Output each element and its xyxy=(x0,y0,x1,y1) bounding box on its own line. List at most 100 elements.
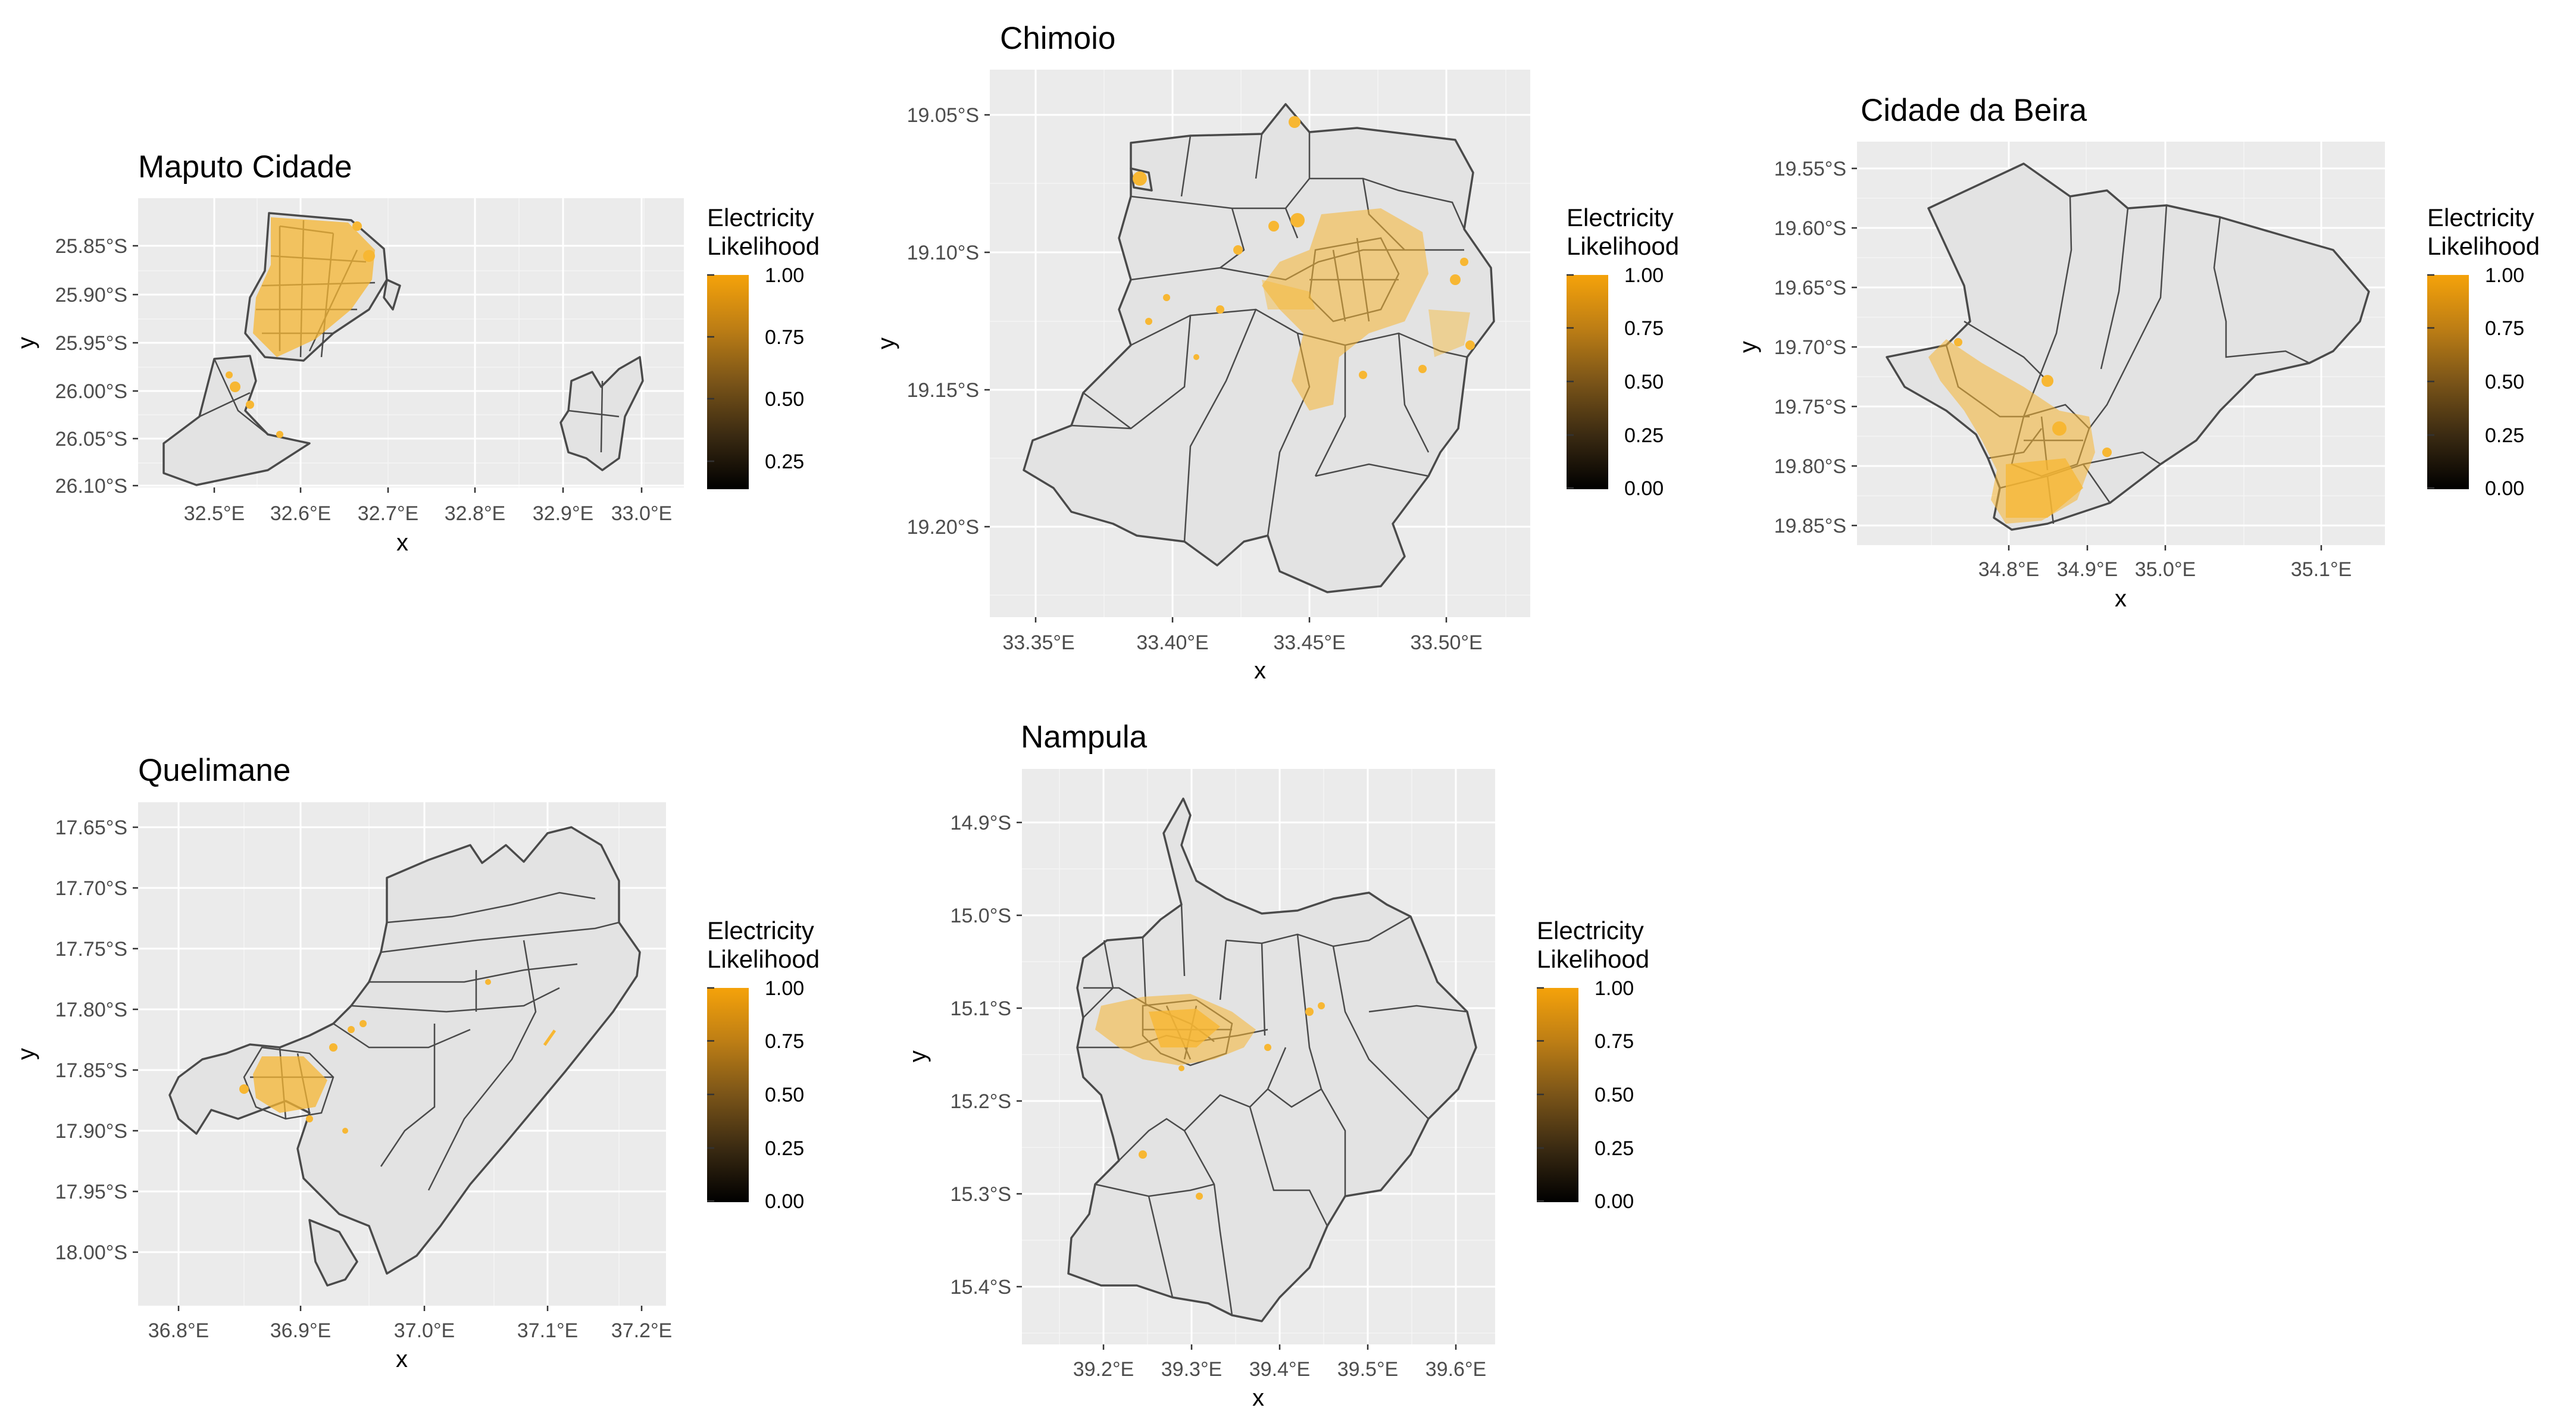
legend: Electricity Likelihood 1.00 0.75 0.50 0.… xyxy=(707,916,820,1213)
y-tick-label: 19.60°S xyxy=(1774,217,1846,240)
x-tick-label: 39.5°E xyxy=(1337,1358,1398,1381)
y-tick-label: 26.10°S xyxy=(55,475,127,498)
x-tick-label: 37.2°E xyxy=(611,1319,672,1342)
legend-label: 0.75 xyxy=(1624,317,1664,340)
electricity-points xyxy=(1095,994,1325,1200)
legend-title-line2: Likelihood xyxy=(1567,232,1679,260)
x-axis-title: x xyxy=(1254,658,1266,684)
y-tick-label: 19.10°S xyxy=(907,242,979,264)
y-tick-label: 19.85°S xyxy=(1774,515,1846,537)
y-tick-label: 14.9°S xyxy=(951,812,1011,834)
x-tick-label: 35.0°E xyxy=(2135,558,2196,581)
y-tick-label: 15.2°S xyxy=(951,1090,1011,1113)
legend-title-line1: Electricity xyxy=(1537,916,1644,944)
y-axis-title: y xyxy=(873,337,899,349)
x-tick-label: 39.2°E xyxy=(1073,1358,1134,1381)
x-axis-title: x xyxy=(396,530,408,556)
legend-label: 1.00 xyxy=(1624,264,1664,287)
electricity-points xyxy=(226,217,375,438)
x-tick-label: 37.1°E xyxy=(517,1319,578,1342)
y-axis-title: y xyxy=(13,337,39,349)
y-axis-title: y xyxy=(905,1050,931,1062)
legend-title-line1: Electricity xyxy=(2427,204,2534,232)
x-tick-label: 37.0°E xyxy=(394,1319,455,1342)
y-axis-title: y xyxy=(13,1048,39,1060)
panel-nampula: Nampula xyxy=(905,720,1649,1411)
y-tick-label: 17.75°S xyxy=(55,938,127,961)
electricity-points xyxy=(1928,338,2112,524)
legend-label: 1.00 xyxy=(1595,977,1634,1000)
x-tick-label: 32.7°E xyxy=(358,502,418,525)
x-axis-title: x xyxy=(1252,1385,1264,1411)
legend-label: 0.25 xyxy=(2485,424,2524,447)
y-tick-label: 17.85°S xyxy=(55,1059,127,1082)
x-tick-label: 39.3°E xyxy=(1161,1358,1222,1381)
y-tick-label: 26.05°S xyxy=(55,428,127,451)
legend: Electricity Likelihood 1.00 0.75 0.50 0.… xyxy=(1567,204,1679,500)
legend: Electricity Likelihood 1.00 0.75 0.50 0.… xyxy=(1537,916,1649,1213)
y-tick-label: 19.05°S xyxy=(907,104,979,127)
x-tick-label: 35.1°E xyxy=(2291,558,2352,581)
panel-title: Nampula xyxy=(1021,720,1148,755)
x-axis-title: x xyxy=(2115,586,2127,612)
y-tick-label: 17.80°S xyxy=(55,999,127,1021)
y-tick-label: 15.1°S xyxy=(951,997,1011,1020)
panel-chimoio: Chimoio xyxy=(873,21,1679,684)
legend-label: 0.25 xyxy=(1595,1137,1634,1160)
x-tick-label: 33.35°E xyxy=(1002,631,1074,654)
legend-label: 0.50 xyxy=(1624,371,1664,393)
panel-title: Cidade da Beira xyxy=(1861,93,2087,128)
legend-label: 0.25 xyxy=(765,1137,804,1160)
y-tick-label: 17.90°S xyxy=(55,1120,127,1143)
legend-label: 0.75 xyxy=(765,326,804,349)
legend-label: 1.00 xyxy=(765,264,804,287)
x-tick-label: 33.50°E xyxy=(1410,631,1482,654)
y-tick-label: 19.15°S xyxy=(907,379,979,402)
y-axis: 19.05°S 19.10°S 19.15°S 19.20°S y xyxy=(873,104,990,539)
panel-title: Maputo Cidade xyxy=(138,149,352,184)
x-tick-label: 33.45°E xyxy=(1273,631,1345,654)
y-tick-label: 15.3°S xyxy=(951,1183,1011,1206)
x-tick-label: 32.8°E xyxy=(445,502,505,525)
legend-title-line1: Electricity xyxy=(707,204,814,232)
legend-label: 0.75 xyxy=(2485,317,2524,340)
x-tick-label: 34.8°E xyxy=(1978,558,2039,581)
x-tick-label: 32.6°E xyxy=(270,502,331,525)
y-tick-label: 17.70°S xyxy=(55,877,127,900)
x-axis: 34.8°E 34.9°E 35.0°E 35.1°E x xyxy=(1978,545,2352,612)
y-tick-label: 19.80°S xyxy=(1774,455,1846,478)
y-axis: 19.55°S 19.60°S 19.65°S 19.70°S 19.75°S … xyxy=(1735,158,1857,537)
x-tick-label: 39.4°E xyxy=(1249,1358,1310,1381)
electricity-points xyxy=(239,979,557,1134)
y-tick-label: 18.00°S xyxy=(55,1241,127,1264)
x-axis-title: x xyxy=(396,1346,408,1372)
x-tick-label: 34.9°E xyxy=(2057,558,2118,581)
electricity-points xyxy=(1133,116,1475,411)
x-axis: 33.35°E 33.40°E 33.45°E 33.50°E x xyxy=(1002,617,1483,684)
x-axis: 36.8°E 36.9°E 37.0°E 37.1°E 37.2°E x xyxy=(148,1306,672,1372)
x-tick-label: 36.9°E xyxy=(270,1319,331,1342)
x-tick-label: 39.6°E xyxy=(1425,1358,1486,1381)
legend: Electricity Likelihood 1.00 0.75 0.50 0.… xyxy=(707,204,820,489)
y-tick-label: 17.95°S xyxy=(55,1181,127,1203)
panel-title: Chimoio xyxy=(1000,21,1115,56)
x-axis: 39.2°E 39.3°E 39.4°E 39.5°E 39.6°E x xyxy=(1073,1344,1486,1411)
legend: Electricity Likelihood 1.00 0.75 0.50 0.… xyxy=(2427,204,2540,500)
legend-label: 0.50 xyxy=(765,388,804,411)
legend-label: 1.00 xyxy=(2485,264,2524,287)
y-tick-label: 15.4°S xyxy=(951,1276,1011,1299)
legend-label: 0.50 xyxy=(2485,371,2524,393)
legend-label: 1.00 xyxy=(765,977,804,1000)
y-tick-label: 25.85°S xyxy=(55,235,127,258)
legend-title-line2: Likelihood xyxy=(2427,232,2540,260)
y-tick-label: 19.65°S xyxy=(1774,277,1846,299)
x-tick-label: 32.5°E xyxy=(184,502,245,525)
legend-title-line1: Electricity xyxy=(707,916,814,944)
legend-title-line2: Likelihood xyxy=(707,945,820,973)
y-axis: 17.65°S 17.70°S 17.75°S 17.80°S 17.85°S … xyxy=(13,817,138,1264)
legend-title-line2: Likelihood xyxy=(1537,945,1649,973)
y-tick-label: 25.95°S xyxy=(55,332,127,355)
legend-label: 0.00 xyxy=(1595,1190,1634,1213)
legend-label: 0.75 xyxy=(1595,1030,1634,1053)
